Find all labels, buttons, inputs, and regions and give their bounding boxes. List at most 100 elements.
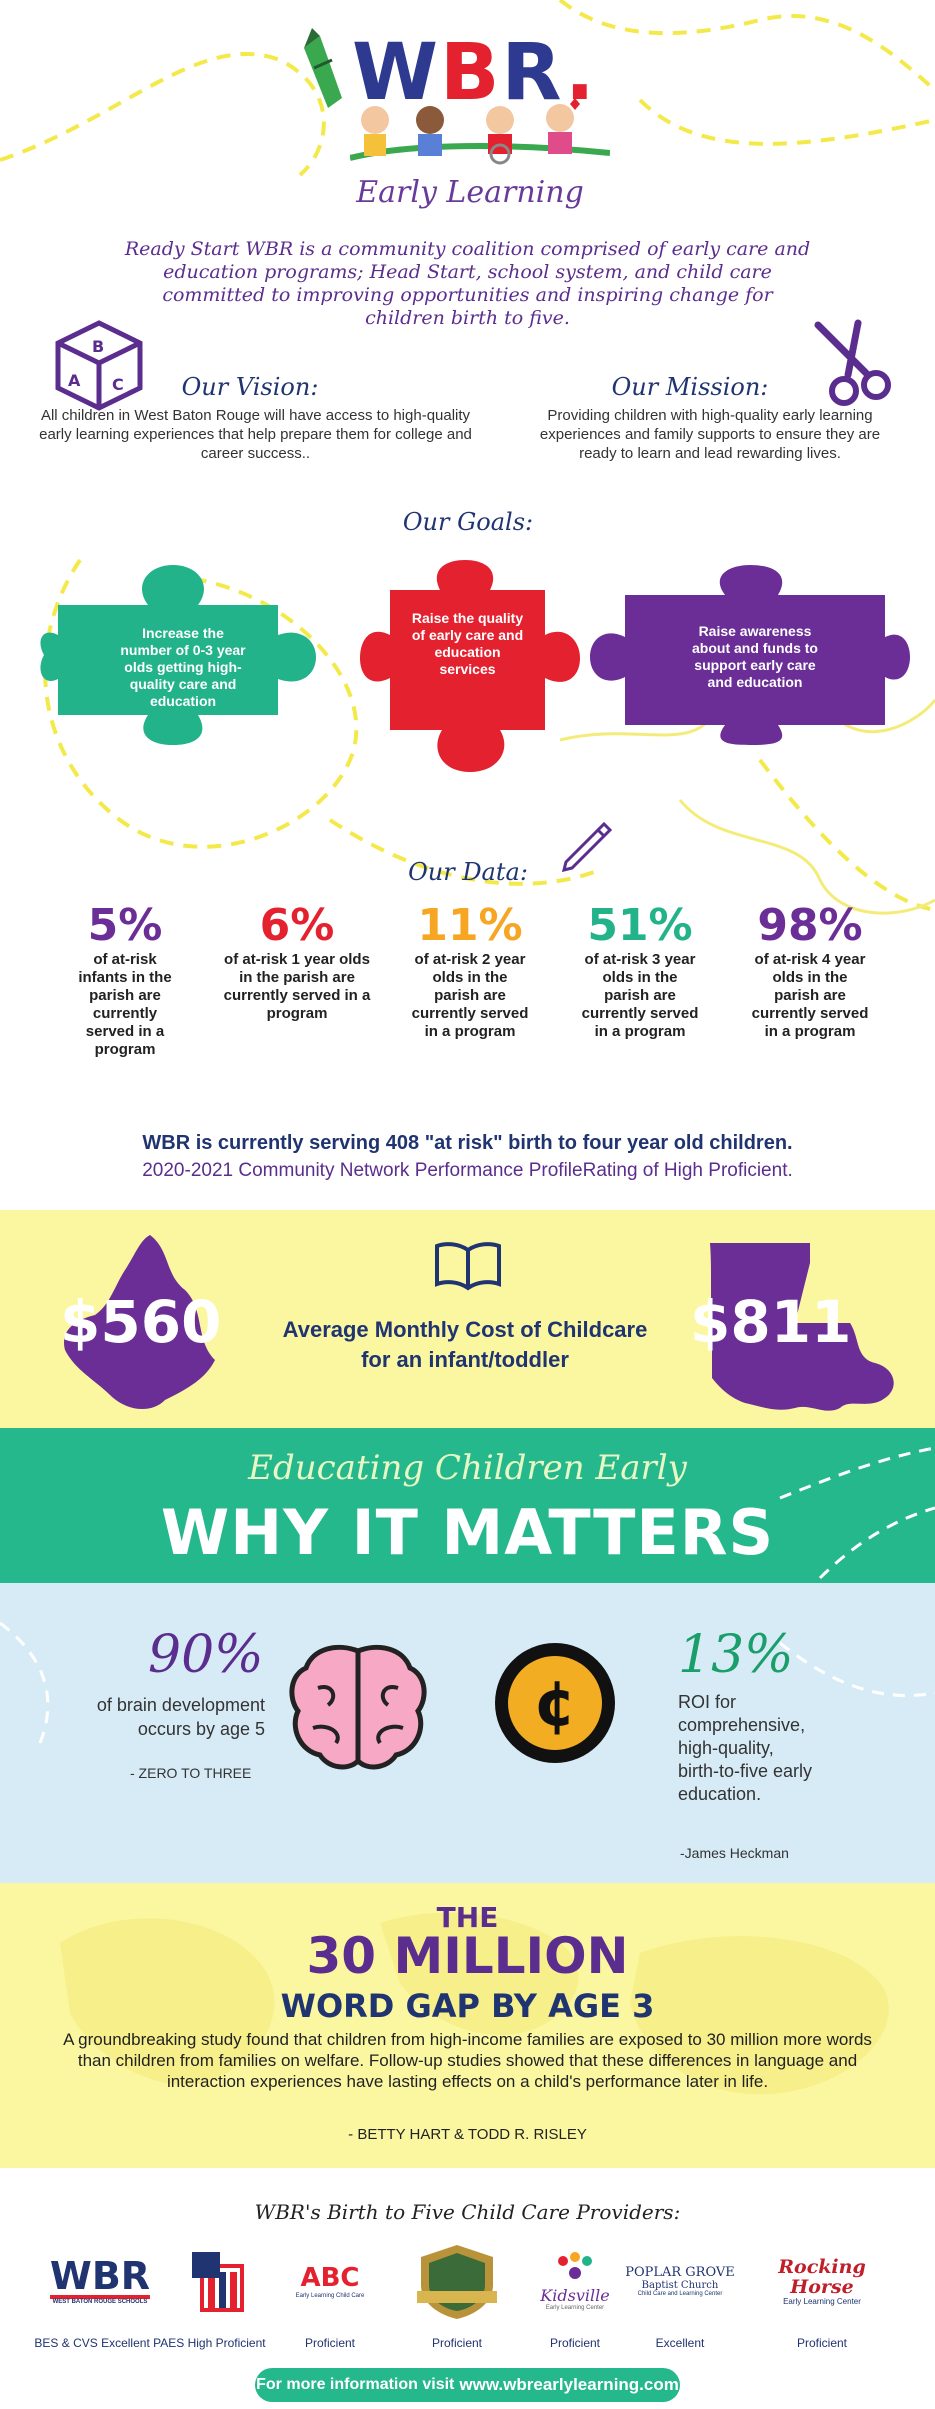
cost-section: $560 Average Monthly Cost of Childcare f… [0,1210,935,1428]
coin-icon: ¢ [495,1643,615,1763]
data-stats: 5% of at-risk infants in the parish are … [50,900,890,1090]
website-link[interactable]: www.wbrearlylearning.com [459,2375,679,2394]
mission-text: Providing children with high-quality ear… [539,407,881,462]
pencil-icon [561,821,613,872]
wbr-logo: WBR. [290,28,650,165]
stat-pct: 98% [757,900,863,951]
goal-piece-1: Increase the number of 0-3 year olds get… [38,565,318,745]
provider-rating: Proficient [304,2336,356,2350]
stat-pct: 11% [417,900,523,951]
stat-pct: 6% [259,900,335,951]
provider-rating: Proficient [431,2336,483,2350]
profile-text: 2020-2021 Community Network Performance … [142,1160,793,1181]
svg-text:¢: ¢ [533,1667,576,1740]
intro-text: Ready Start WBR is a community coalition… [124,238,811,329]
logo-letter-b: B [440,28,502,118]
logo-subtitle: Early Learning [356,175,584,210]
book-icon [435,1242,501,1291]
kidsville-stars-icon [557,2252,592,2279]
provider-logo-sub: WEST BATON ROUGE SCHOOLS [52,2299,148,2305]
logo-letter-w: W [352,28,441,118]
svg-text:C: C [112,375,124,394]
parish-map-icon [64,1235,215,1410]
stat-4-year: 98% of at-risk 4 year olds in the parish… [740,900,880,1041]
goal-text-1: Increase the number of 0-3 year olds get… [120,625,246,709]
roi-line: ROI for [678,1692,737,1712]
provider-logo-kidsville: Kidsville Early Learning Center [530,2238,620,2324]
scissors-icon [814,319,891,406]
dashed-decoration [0,0,935,915]
roi-text: ROI for comprehensive, high-quality, bir… [678,1691,812,1806]
brain-pct: 90% [148,1625,264,1685]
puzzle-piece-purple [590,565,910,745]
brain-text-line2: occurs by age 5 [137,1719,265,1739]
provider-logo-sub2: Child Care and Learning Center [637,2291,723,2297]
why-it-matters-section: Educating Children Early WHY IT MATTERS [0,1428,935,1583]
goal-piece-3: Raise awareness about and funds to suppo… [590,565,910,745]
puzzle-piece-red [360,560,580,772]
matters-subtitle: Educating Children Early [248,1448,687,1488]
roi-line: education. [678,1784,762,1804]
goal-text-3: Raise awareness about and funds to suppo… [692,623,818,690]
brain-source: - ZERO TO THREE [130,1765,252,1781]
top-section: WBR. Early Learning Ready Start WBR is a… [0,0,935,1181]
provider-logo-wbr: WBR WEST BATON ROUGE SCHOOLS [40,2238,160,2324]
logo-letter-dot: . [565,28,597,118]
parish-cost: $560 [60,1288,222,1356]
provider-rating: Excellent [655,2336,705,2350]
stat-desc: of at-risk infants in the parish are cur… [78,951,172,1058]
serving-text: WBR is currently serving 408 "at risk" b… [142,1132,793,1154]
provider-logo-crest [412,2238,502,2324]
brain-text: of brain development occurs by age 5 [35,1693,265,1741]
cost-label-line1: Average Monthly Cost of Childcare [282,1317,648,1342]
svg-text:A: A [68,371,81,390]
stat-2-year: 11% of at-risk 2 year olds in the parish… [400,900,540,1041]
goals-title: Our Goals: [402,508,534,536]
gap-the: THE [436,1901,499,1934]
gap-subtitle: WORD GAP BY AGE 3 [280,1987,655,2025]
state-cost: $811 [690,1288,852,1356]
provider-rating: Proficient [549,2336,601,2350]
roi-pct: 13% [678,1625,794,1685]
crayon-icon [304,28,342,108]
word-gap-section: THE 30 MILLION WORD GAP BY AGE 3 A groun… [0,1883,935,2168]
provider-logo-abc: ABC Early Learning Child Care [290,2238,370,2324]
provider-logo-text: WBR [49,2254,151,2299]
provider-rating: BES & CVS Excellent PAES High Proficient [34,2336,266,2350]
provider-logo-sub: Early Learning Center [545,2305,605,2311]
dashed-decoration [0,1621,935,1744]
gap-million: 30 MILLION [306,1927,629,1985]
gap-source: - BETTY HART & TODD R. RISLEY [348,2126,587,2143]
world-map-background [60,1912,889,2095]
more-info-prefix: For more information visit [256,2376,455,2393]
stat-1-year: 6% of at-risk 1 year olds in the parish … [222,900,372,1023]
stat-pct: 51% [587,900,693,951]
provider-logo-sub: Early Learning Center [783,2296,861,2306]
svg-text:B: B [92,337,104,356]
provider-logo-sub: Early Learning Child Care [295,2293,365,2299]
crest-logo-icon [417,2245,497,2319]
stat-desc: of at-risk 2 year olds in the parish are… [411,951,529,1040]
matters-title: WHY IT MATTERS [160,1496,775,1569]
stat-desc: of at-risk 1 year olds in the parish are… [223,951,371,1022]
roi-line: birth-to-five early [678,1761,813,1781]
provider-logo-text: Kidsville [540,2286,610,2305]
vision-title: Our Vision: [181,373,319,401]
provider-rating: Proficient [796,2336,848,2350]
vision-text: All children in West Baton Rouge will ha… [39,407,472,462]
stat-3-year: 51% of at-risk 3 year olds in the parish… [570,900,710,1041]
stat-infants: 5% of at-risk infants in the parish are … [50,900,200,1059]
roi-line: high-quality, [678,1738,774,1758]
provider-logo-text: Rocking Horse [778,2255,866,2298]
provider-logo-poplar-grove: POPLAR GROVE Baptist Church Child Care a… [620,2238,740,2324]
stat-desc: of at-risk 3 year olds in the parish are… [581,951,699,1040]
brain-text-line1: of brain development [96,1695,265,1715]
louisiana-map-icon [710,1243,894,1411]
stat-desc: of at-risk 4 year olds in the parish are… [751,951,869,1040]
more-info-bar: For more information visit www.wbrearlyl… [255,2368,680,2402]
cost-label-line2: for an infant/toddler [361,1347,569,1372]
gap-body: A groundbreaking study found that childr… [63,2030,872,2091]
roi-line: comprehensive, [678,1715,806,1735]
providers-section: WBR's Birth to Five Child Care Providers… [0,2168,935,2409]
provider-logo-rocking-horse: Rocking Horse Early Learning Center [762,2238,882,2324]
